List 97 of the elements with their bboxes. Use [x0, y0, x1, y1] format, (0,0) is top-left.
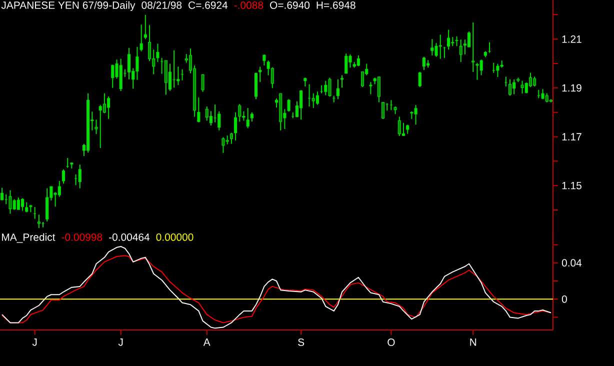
- candlestick: [438, 34, 442, 60]
- candlestick: [496, 63, 500, 78]
- x-tick-label: S: [298, 338, 304, 346]
- candlestick: [119, 58, 122, 92]
- candlestick: [58, 180, 61, 198]
- x-tick-label: J: [32, 338, 37, 346]
- candlestick: [128, 47, 131, 80]
- candlestick: [377, 76, 380, 103]
- candlestick: [451, 36, 454, 47]
- y-tick-label: 1.17: [562, 133, 582, 140]
- line-series: [2, 246, 552, 329]
- candlestick: [545, 92, 548, 103]
- candlestick: [512, 78, 516, 95]
- candlestick: [381, 102, 385, 120]
- candlestick: [459, 39, 462, 63]
- y-tick-label: 0: [562, 295, 567, 303]
- ref-line-label: 0.00000: [156, 233, 194, 241]
- candlestick: [508, 78, 512, 96]
- candlestick: [316, 91, 319, 106]
- candlestick: [62, 168, 66, 184]
- candlestick: [94, 119, 98, 135]
- candlestick: [197, 96, 200, 123]
- candlestick: [176, 66, 180, 86]
- candlestick: [472, 22, 475, 73]
- candlestick: [262, 54, 266, 66]
- x-tick-label: J: [118, 338, 123, 346]
- series-label: -0.00998: [62, 233, 102, 241]
- candlestick: [136, 46, 139, 80]
- candlestick: [418, 71, 422, 88]
- candlestick: [37, 214, 40, 229]
- candlestick: [254, 72, 258, 100]
- candlestick: [164, 60, 168, 96]
- candlestick: [398, 116, 401, 137]
- y-tick-label: 0.04: [562, 259, 582, 267]
- candlestick: [16, 197, 20, 210]
- candlestick: [8, 190, 12, 214]
- candlestick: [238, 104, 242, 122]
- candlestick: [434, 42, 438, 58]
- annotation: C=.6924: [188, 1, 228, 9]
- candlestick: [312, 92, 315, 108]
- candlestick: [422, 56, 426, 71]
- candlestick: [300, 90, 303, 120]
- candlestick: [205, 106, 208, 122]
- candlestick: [476, 62, 479, 80]
- candlestick: [541, 88, 544, 100]
- candlestick: [98, 104, 102, 148]
- candlestick: [209, 110, 212, 126]
- y-tick-label: 1.21: [562, 35, 582, 43]
- candlestick: [168, 63, 172, 92]
- candlestick: [533, 76, 536, 87]
- chart-title: MA_Predict: [2, 233, 56, 243]
- y-tick-label: 1.15: [562, 182, 582, 190]
- annotation: O=.6940: [270, 1, 310, 9]
- candlestick: [218, 110, 221, 131]
- candlestick: [520, 80, 524, 94]
- candlestick: [144, 14, 147, 40]
- candlestick: [156, 43, 160, 63]
- candlestick: [328, 77, 332, 98]
- candlestick: [140, 24, 143, 52]
- candlestick: [414, 104, 418, 126]
- candlestick: [361, 71, 364, 88]
- candlestick: [78, 164, 82, 189]
- candlestick: [111, 64, 114, 88]
- candlestick: [430, 38, 434, 56]
- y-tick-label: 1.19: [562, 84, 582, 92]
- candlestick: [0, 187, 4, 201]
- x-tick-label: A: [203, 338, 210, 346]
- candlestick: [258, 66, 262, 83]
- x-tick-label: O: [388, 338, 395, 346]
- candlestick: [201, 74, 204, 92]
- candlestick: [21, 198, 24, 212]
- candlestick: [287, 98, 290, 112]
- candlestick: [102, 92, 106, 114]
- candlestick: [455, 36, 458, 47]
- candlestick: [336, 78, 340, 100]
- candlestick: [222, 136, 225, 154]
- candlestick: [344, 52, 348, 74]
- candlestick: [246, 107, 250, 129]
- x-tick-label: N: [470, 338, 476, 346]
- annotation: H=.6948: [316, 1, 356, 9]
- candlestick: [369, 82, 372, 95]
- candlestick: [480, 59, 483, 76]
- candlestick: [324, 80, 328, 96]
- candlestick: [46, 188, 49, 222]
- candlestick: [447, 29, 450, 50]
- candlestick: [340, 74, 344, 88]
- chart-title: JAPANESE YEN 67/99-Daily: [1, 1, 136, 11]
- candlestick: [250, 112, 254, 122]
- series-label: -0.00464: [109, 233, 150, 241]
- annotation: -.0088: [234, 1, 264, 9]
- candlestick: [234, 112, 238, 141]
- candlestick: [402, 122, 406, 137]
- annotation: 08/21/98: [142, 1, 182, 9]
- candlestick: [107, 96, 110, 120]
- candlestick: [230, 132, 233, 144]
- candlestick: [12, 198, 16, 210]
- candlestick: [468, 31, 471, 48]
